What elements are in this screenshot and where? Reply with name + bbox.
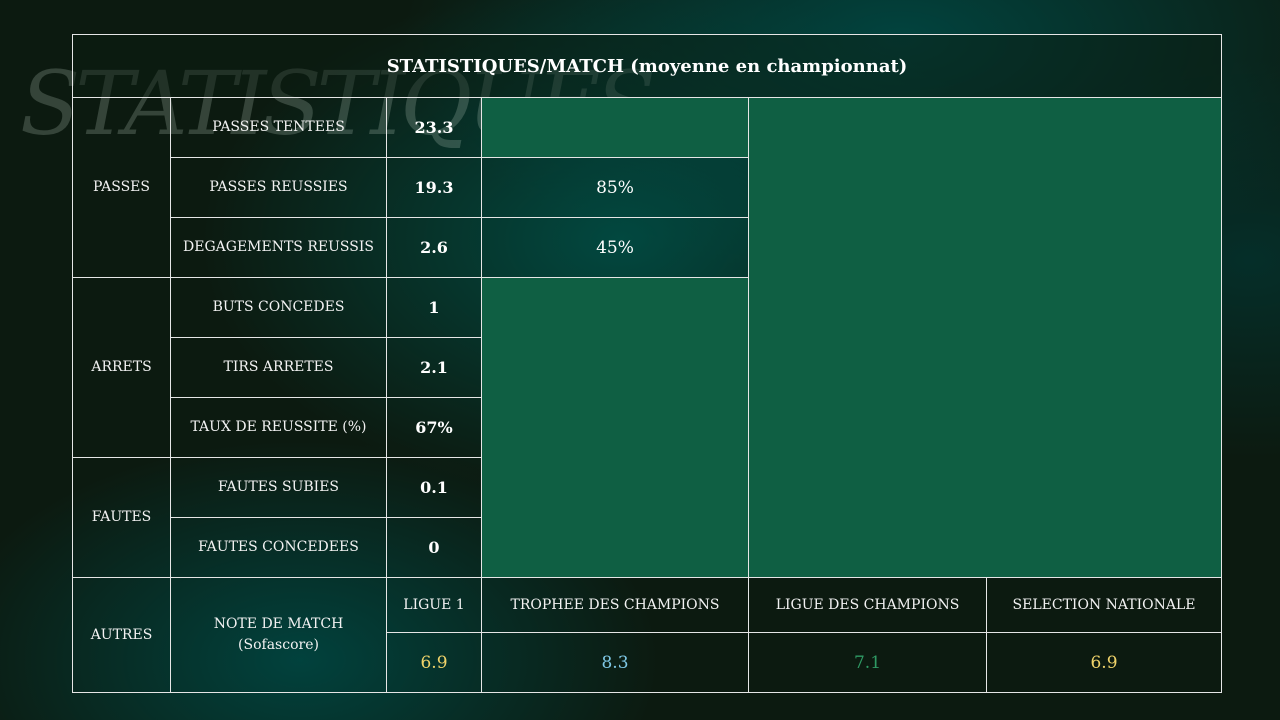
stat-label-cell: DEGAGEMENTS REUSSIS	[170, 217, 387, 278]
empty-green-cell	[481, 97, 749, 158]
section-label-arrets: ARRETS	[91, 359, 152, 375]
stat-label-cell: TIRS ARRETES	[170, 337, 387, 398]
stat-value: 67%	[415, 418, 453, 437]
competition-header-cell: LIGUE DES CHAMPIONS	[748, 577, 987, 633]
stat-value: 0	[428, 538, 440, 557]
rating-value: 8.3	[601, 652, 629, 673]
stat-label-cell: BUTS CONCEDES	[170, 277, 387, 338]
stat-label: TIRS ARRETES	[223, 359, 334, 375]
section-autres: AUTRES	[72, 577, 171, 693]
stat-value-cell: 19.3	[386, 157, 482, 218]
rating-cell: 7.1	[748, 632, 987, 693]
rating-cell: 8.3	[481, 632, 749, 693]
section-label-fautes: FAUTES	[91, 509, 152, 525]
stat-value: 0.1	[420, 478, 448, 497]
stat-label: BUTS CONCEDES	[212, 299, 345, 315]
stat-percent-cell: 45%	[481, 217, 749, 278]
stat-value-cell: 1	[386, 277, 482, 338]
stat-label: TAUX DE REUSSITE (%)	[190, 419, 367, 435]
stat-value-cell: 0.1	[386, 457, 482, 518]
note-label-cell: NOTE DE MATCH (Sofascore)	[170, 577, 387, 693]
stat-value-cell: 2.1	[386, 337, 482, 398]
rating-value: 6.9	[420, 652, 448, 673]
stat-percent: 45%	[596, 237, 634, 258]
stat-value: 2.6	[420, 238, 448, 257]
table-title: STATISTIQUES/MATCH (moyenne en championn…	[386, 55, 908, 77]
section-fautes: FAUTES	[72, 457, 171, 578]
section-label-autres: AUTRES	[90, 626, 153, 643]
stat-value-cell: 67%	[386, 397, 482, 458]
stat-value: 2.1	[420, 358, 448, 377]
rating-cell: 6.9	[386, 632, 482, 693]
empty-green-panel	[748, 97, 1222, 578]
competition-header-cell: SELECTION NATIONALE	[986, 577, 1222, 633]
stat-label: FAUTES SUBIES	[217, 479, 340, 495]
section-label-passes: PASSES	[93, 179, 150, 195]
section-arrets: ARRETS	[72, 277, 171, 458]
stat-value: 19.3	[414, 178, 454, 197]
stat-value: 23.3	[414, 118, 454, 137]
stat-label-cell: FAUTES SUBIES	[170, 457, 387, 518]
competition-name: TROPHEE DES CHAMPIONS	[510, 597, 720, 613]
stat-label-cell: PASSES TENTEES	[170, 97, 387, 158]
competition-header-cell: TROPHEE DES CHAMPIONS	[481, 577, 749, 633]
stat-label-cell: PASSES REUSSIES	[170, 157, 387, 218]
section-passes: PASSES	[72, 97, 171, 278]
stat-label: PASSES TENTEES	[212, 119, 345, 135]
stat-label-cell: TAUX DE REUSSITE (%)	[170, 397, 387, 458]
stat-label: PASSES REUSSIES	[209, 179, 348, 195]
stat-label-cell: FAUTES CONCEDEES	[170, 517, 387, 578]
stat-value-cell: 2.6	[386, 217, 482, 278]
rating-value: 6.9	[1090, 652, 1118, 673]
competition-header-cell: LIGUE 1	[386, 577, 482, 633]
stat-label: FAUTES CONCEDEES	[198, 539, 359, 555]
stat-value: 1	[428, 298, 440, 317]
note-label: NOTE DE MATCH	[213, 616, 344, 632]
stat-label: DEGAGEMENTS REUSSIS	[183, 239, 374, 255]
stat-value-cell: 0	[386, 517, 482, 578]
stat-percent: 85%	[596, 177, 634, 198]
stat-percent-cell: 85%	[481, 157, 749, 218]
competition-name: LIGUE 1	[403, 597, 465, 613]
rating-value: 7.1	[853, 652, 882, 673]
empty-green-cell	[481, 277, 749, 578]
competition-name: LIGUE DES CHAMPIONS	[775, 597, 960, 613]
stat-value-cell: 23.3	[386, 97, 482, 158]
rating-cell: 6.9	[986, 632, 1222, 693]
note-source: (Sofascore)	[238, 637, 319, 653]
competition-name: SELECTION NATIONALE	[1012, 597, 1196, 613]
table-title-cell: STATISTIQUES/MATCH (moyenne en championn…	[72, 34, 1222, 98]
